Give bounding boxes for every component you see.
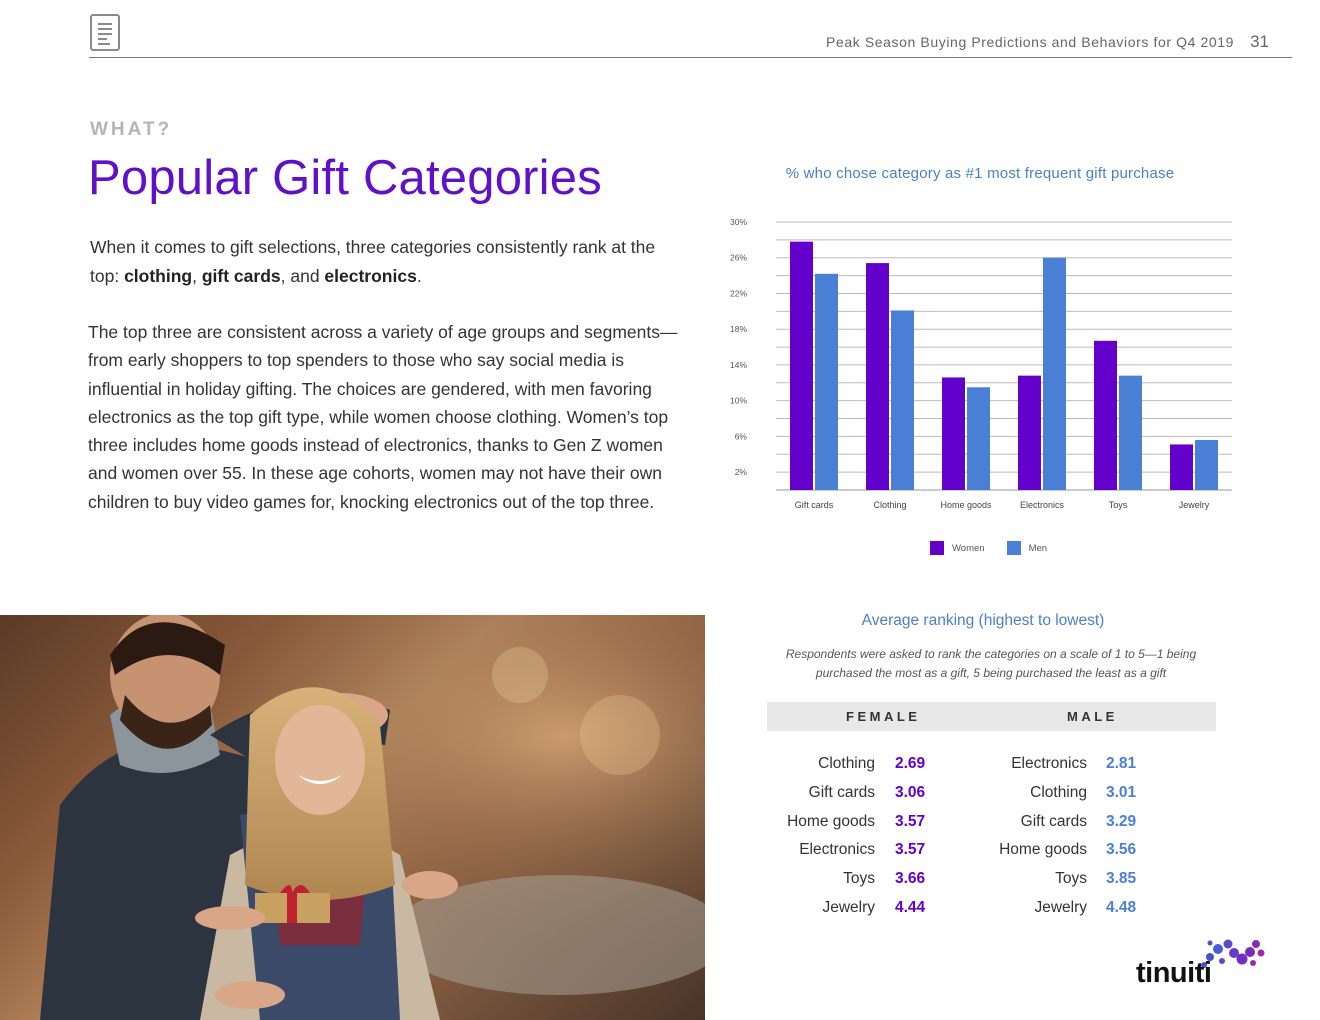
legend-item-women: Women: [930, 541, 985, 555]
page-title: Popular Gift Categories: [88, 151, 602, 205]
ranking-category: Toys: [1055, 870, 1087, 888]
legend-swatch-women: [930, 541, 944, 555]
ranking-category: Home goods: [999, 841, 1087, 859]
bar-women: [1170, 444, 1193, 490]
y-tick-label: 6%: [735, 431, 748, 441]
ranking-category: Gift cards: [1020, 812, 1087, 830]
body-paragraph: The top three are consistent across a va…: [88, 322, 678, 512]
ranking-score: 3.56: [1106, 841, 1137, 859]
couple-gift-photo: [0, 615, 705, 1020]
bar-men: [1119, 375, 1142, 490]
intro-text: When it comes to gift selections, three …: [90, 237, 656, 286]
ranking-score: 4.44: [895, 899, 926, 916]
ranking-category: Gift cards: [808, 783, 875, 801]
ranking-score: 3.85: [1106, 870, 1137, 888]
logo-wordmark: tinuiti: [1136, 957, 1212, 989]
x-tick-label: Jewelry: [1179, 500, 1210, 510]
ranking-title: Average ranking (highest to lowest): [861, 612, 1105, 629]
legend-item-men: Men: [1006, 541, 1048, 555]
legend-swatch-men: [1006, 541, 1021, 555]
y-tick-label: 18%: [730, 324, 747, 334]
ranking-score: 3.29: [1106, 812, 1137, 830]
ranking-score: 3.06: [895, 783, 926, 801]
intro-bold-clothing: clothing: [124, 265, 193, 286]
ranking-score: 2.81: [1106, 755, 1137, 772]
ranking-score: 3.01: [1106, 783, 1137, 801]
x-tick-label: Toys: [1109, 500, 1128, 510]
y-tick-label: 22%: [730, 288, 747, 298]
ranking-category: Electronics: [799, 841, 875, 859]
x-tick-label: Clothing: [873, 500, 906, 510]
bar-men: [1043, 257, 1066, 490]
bar-men: [967, 387, 990, 490]
x-tick-label: Electronics: [1020, 500, 1065, 510]
x-tick-label: Home goods: [940, 500, 992, 510]
y-tick-label: 30%: [730, 217, 747, 227]
logo-dots-icon: [1201, 939, 1265, 968]
bar-men: [891, 310, 914, 490]
bar-women: [1018, 375, 1041, 490]
ranking-category: Electronics: [1011, 755, 1087, 772]
chart-legend: Women Men: [930, 541, 1047, 555]
ranking-score: 4.48: [1106, 899, 1137, 916]
ranking-score: 2.69: [895, 755, 926, 772]
header-divider: [89, 57, 1292, 58]
bar-women: [942, 377, 965, 490]
page-number: 31: [1250, 32, 1269, 51]
tinuiti-logo: tinuiti: [1134, 935, 1274, 995]
x-tick-label: Gift cards: [795, 500, 834, 510]
bar-men: [1195, 439, 1218, 490]
ranking-note: Respondents were asked to rank the categ…: [785, 647, 1197, 680]
ranking-category: Clothing: [1030, 783, 1087, 801]
ranking-header: FEMALE MALE: [767, 702, 1216, 731]
ranking-score: 3.57: [895, 841, 926, 859]
bar-women: [1094, 340, 1117, 490]
ranking-category: Jewelry: [822, 899, 875, 916]
ranking-score: 3.57: [895, 812, 926, 830]
male-column-header: MALE: [1067, 709, 1118, 724]
bar-women: [790, 241, 813, 490]
ranking-score: 3.66: [895, 870, 926, 888]
legend-label-women: Women: [952, 542, 985, 554]
y-tick-label: 14%: [730, 360, 747, 370]
bar-chart: 2% 6% 10% 14% 18% 22% 26% 30% Gift cards Clothing…: [730, 217, 1232, 510]
ranking-category: Home goods: [787, 812, 875, 830]
y-tick-label: 10%: [730, 396, 747, 406]
y-tick-label: 2%: [735, 467, 748, 477]
bar-women: [866, 263, 889, 490]
intro-separator: ,: [192, 265, 202, 286]
intro-bold-gift-cards: gift cards: [201, 265, 281, 286]
intro-end: .: [416, 265, 422, 286]
intro-bold-electronics: electronics: [324, 265, 417, 286]
intro-separator: , and: [280, 265, 325, 286]
header-title: Peak Season Buying Predictions and Behav…: [826, 34, 1234, 50]
bar-men: [815, 273, 838, 490]
legend-label-men: Men: [1028, 542, 1048, 554]
ranking-category: Jewelry: [1034, 899, 1087, 916]
ranking-category: Clothing: [818, 755, 875, 772]
ranking-category: Toys: [843, 870, 875, 888]
female-column-header: FEMALE: [846, 709, 921, 724]
chart-title: % who chose category as #1 most frequent…: [785, 165, 1175, 182]
y-tick-label: 26%: [730, 253, 747, 263]
intro-paragraph: When it comes to gift selections, three …: [90, 233, 680, 290]
document-icon: [90, 14, 120, 51]
section-label: WHAT?: [90, 119, 173, 140]
